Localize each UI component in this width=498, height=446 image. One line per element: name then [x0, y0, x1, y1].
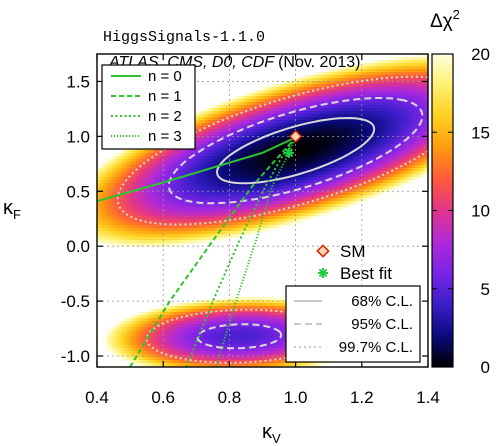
sm-marker — [288, 129, 303, 144]
x-axis-label: κV — [262, 421, 281, 446]
x-tick-label: 0.4 — [85, 388, 109, 407]
y-axis-ticks: -1.0 -0.5 0.0 0.5 1.0 1.5 — [61, 72, 428, 366]
colorbar-label: Δχ2 — [430, 7, 460, 32]
colorbar-tick-label: 10 — [471, 202, 490, 221]
legend-label-n1: n = 1 — [148, 88, 182, 105]
best-fit-stroke — [318, 268, 328, 278]
best-fit-stroke — [284, 148, 294, 158]
legend-cl-label: 68% C.L. — [351, 293, 413, 310]
legend-label-n0: n = 0 — [148, 68, 182, 85]
y-tick-label: 0.0 — [66, 237, 90, 256]
x-tick-label: 1.2 — [350, 388, 374, 407]
x-tick-label: 1.0 — [284, 388, 308, 407]
x-axis-ticks: 0.4 0.6 0.8 1.0 1.2 1.4 — [85, 54, 440, 407]
contour-95cl — [196, 323, 283, 350]
curve-n3 — [215, 137, 297, 367]
legend-label-n2: n = 2 — [148, 108, 182, 125]
curve-n1 — [129, 136, 297, 367]
colorbar-tick-label: 0 — [481, 358, 490, 377]
legend-best-fit-marker — [318, 268, 328, 278]
colorbar-ticks: 0 5 10 15 20 — [432, 45, 490, 377]
legend-label-n3: n = 3 — [148, 128, 182, 145]
contour-68cl — [215, 116, 376, 185]
cl-legend: 68% C.L. 95% C.L. 99.7% C.L. — [285, 285, 421, 363]
contour-95cl — [167, 97, 424, 205]
curve-legend: n = 0 n = 1 n = 2 n = 3 — [101, 64, 196, 150]
colorbar-tick-label: 15 — [471, 123, 490, 142]
legend-best-fit-label: Best fit — [340, 264, 392, 283]
y-tick-label: 1.0 — [66, 127, 90, 146]
y-tick-label: -0.5 — [61, 292, 90, 311]
x-tick-label: 1.4 — [416, 388, 440, 407]
colorbar-tick-label: 5 — [481, 280, 490, 299]
legend-sm-marker — [316, 244, 330, 258]
y-tick-label: 1.5 — [66, 72, 90, 91]
header-text: HiggsSignals-1.1.0 — [103, 29, 265, 46]
point-legend: SM Best fit — [316, 242, 392, 283]
colorbar-tick-label: 20 — [471, 45, 490, 64]
legend-cl-label: 99.7% C.L. — [339, 339, 413, 356]
y-axis-label: κF — [3, 197, 21, 222]
plot-frame — [96, 53, 429, 368]
markers — [283, 129, 303, 158]
best-fit-marker — [283, 147, 294, 158]
legend-sm-label: SM — [340, 242, 366, 261]
legend-cl-label: 95% C.L. — [351, 316, 413, 333]
x-tick-label: 0.8 — [218, 388, 242, 407]
curve-n0 — [97, 136, 297, 203]
y-tick-label: 0.5 — [66, 182, 90, 201]
y-tick-label: -1.0 — [61, 347, 90, 366]
x-tick-label: 0.6 — [151, 388, 175, 407]
